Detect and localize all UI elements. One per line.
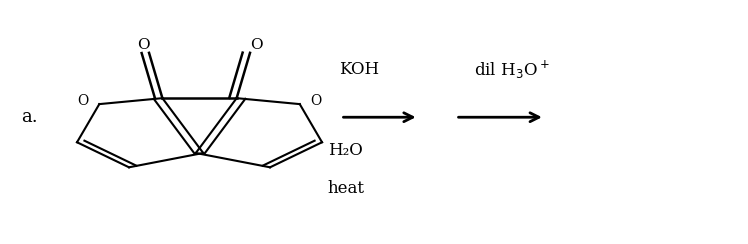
Text: O: O <box>77 93 88 108</box>
Text: H₂O: H₂O <box>328 142 364 159</box>
Text: O: O <box>310 93 322 108</box>
Text: heat: heat <box>328 180 364 197</box>
Text: O: O <box>250 38 263 51</box>
Text: O: O <box>137 38 150 51</box>
Text: a.: a. <box>22 108 38 126</box>
Text: dil H$_3$O$^+$: dil H$_3$O$^+$ <box>474 58 550 81</box>
Text: KOH: KOH <box>339 61 379 78</box>
